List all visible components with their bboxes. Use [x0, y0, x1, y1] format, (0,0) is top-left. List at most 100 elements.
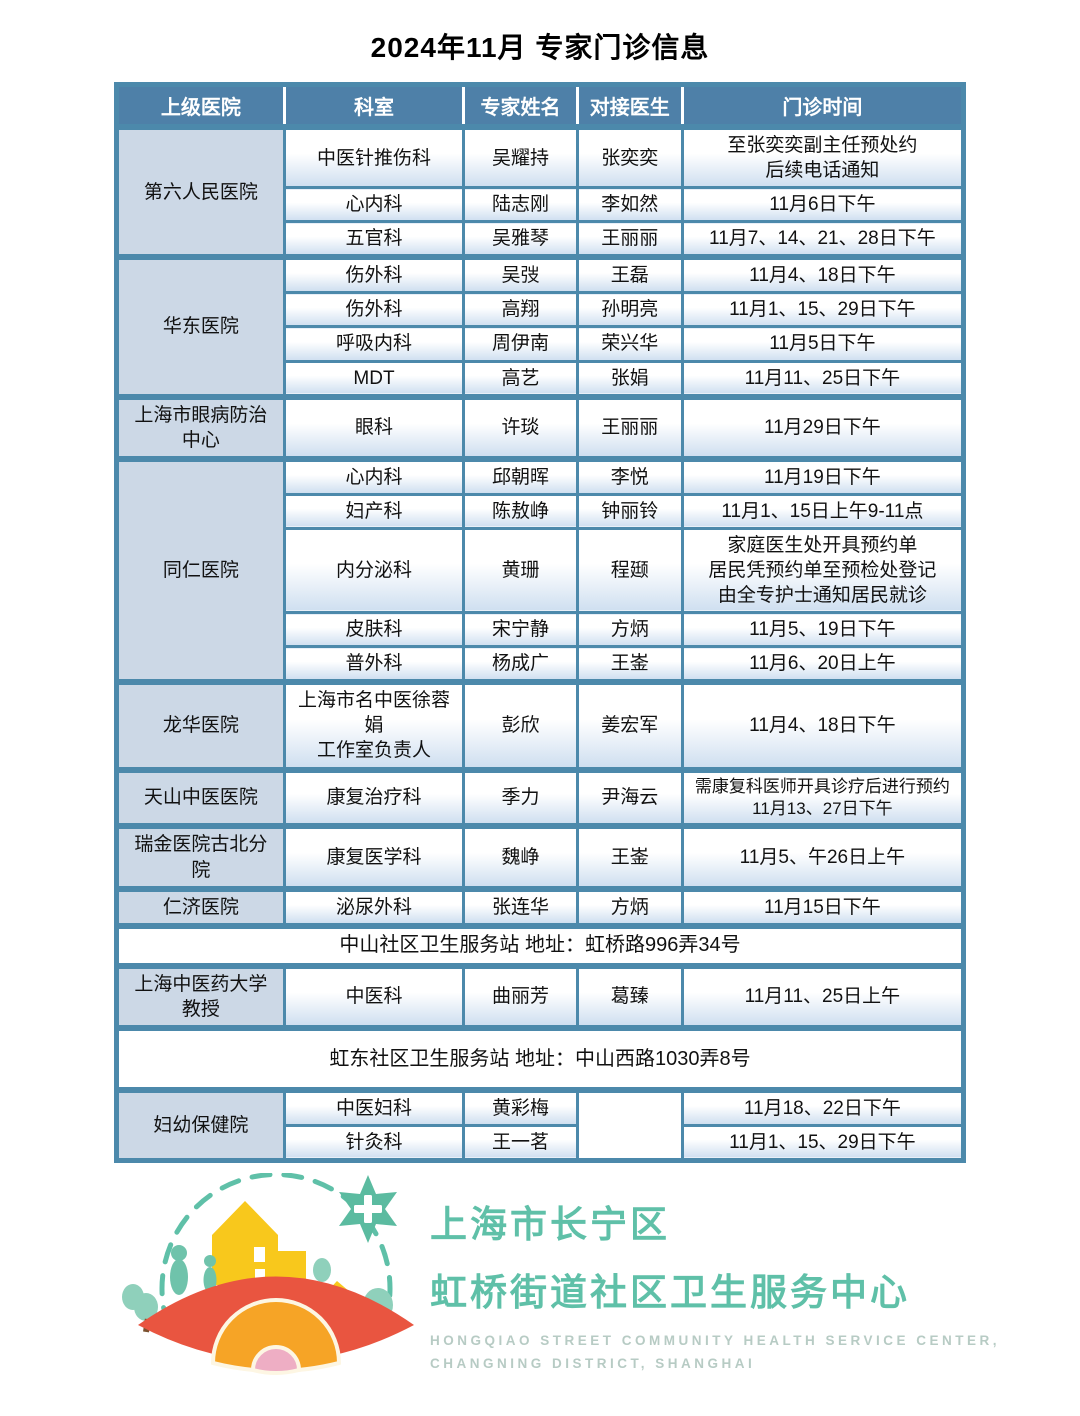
table-row: 五官科 吴雅琴 王丽丽 11月7、14、21、28日下午 — [117, 220, 966, 259]
table-cell: 11月11、25日上午 — [680, 962, 966, 1030]
table-cell: 李悦 — [575, 455, 684, 496]
person-icon — [204, 1254, 216, 1267]
table-cell: 中山社区卫生服务站 地址：虹桥路996弄34号 — [115, 922, 965, 968]
table-cell: 黄珊 — [462, 526, 579, 615]
table-row: 上海市眼病防治 中心 眼科 许琰 王丽丽 11月29日下午 — [115, 393, 966, 461]
table-cell: 伤外科 — [282, 254, 466, 295]
table-cell: 王崟 — [575, 645, 684, 684]
table-cell: 中医科 — [282, 962, 466, 1030]
table-cell: 王崟 — [575, 823, 684, 891]
footer-logo-section: 上海市长宁区 虹桥街道社区卫生服务中心 HONGQIAO STREET COMM… — [116, 1172, 1080, 1416]
table-cell: 姜宏军 — [575, 679, 684, 772]
table-cell: 需康复科医师开具诊疗后进行预约 11月13、27日下午 — [680, 766, 966, 828]
table-cell: 普外科 — [282, 645, 466, 684]
table-cell — [575, 1086, 684, 1162]
table-cell: 王磊 — [575, 254, 684, 295]
house-icon — [212, 1200, 278, 1285]
table-cell: 季力 — [462, 766, 579, 828]
table-cell: 张连华 — [462, 885, 579, 928]
table-cell: 陆志刚 — [462, 186, 579, 224]
window-icon — [254, 1246, 265, 1262]
table-cell: 高艺 — [462, 359, 579, 399]
table-cell: 11月6日下午 — [680, 186, 966, 224]
org-name-english: HONGQIAO STREET COMMUNITY HEALTH SERVICE… — [430, 1330, 1000, 1376]
table-cell: 五官科 — [282, 220, 466, 259]
table-cell: 康复治疗科 — [282, 766, 466, 828]
table-row: 皮肤科 宋宁静 方炳 11月5、19日下午 — [117, 611, 966, 649]
table-cell: 11月29日下午 — [680, 393, 966, 461]
table-cell: 眼科 — [282, 393, 466, 461]
table-cell: 张娟 — [575, 359, 684, 399]
column-header: 专家姓名 — [462, 84, 578, 129]
table-cell: 吴雅琴 — [462, 220, 579, 259]
table-cell: 同仁医院 — [115, 455, 286, 684]
table-cell: 虹东社区卫生服务站 地址：中山西路1030弄8号 — [115, 1024, 965, 1092]
table-cell: 11月1、15、29日下午 — [680, 1123, 966, 1162]
header-row: 上级医院 科室 专家姓名 对接医生 门诊时间 — [116, 84, 964, 129]
window-icon — [255, 1268, 265, 1281]
column-header: 对接医生 — [575, 84, 683, 129]
table-cell: 心内科 — [282, 455, 466, 496]
table-cell: 杨成广 — [462, 645, 579, 684]
table-cell: 曲丽芳 — [462, 962, 579, 1030]
table-cell: 方炳 — [575, 611, 684, 649]
table-cell: 陈敖峥 — [462, 492, 579, 530]
column-header: 门诊时间 — [680, 84, 964, 129]
table-cell: 中医针推伤科 — [282, 124, 466, 190]
org-name-line1: 上海市长宁区 — [430, 1204, 670, 1246]
table-row: 瑞金医院古北分院 康复医学科 魏峥 王崟 11月5、午26日上午 — [115, 823, 966, 891]
table-cell: 上海中医药大学 教授 — [115, 962, 286, 1030]
table-head: 上级医院 科室 专家姓名 对接医生 门诊时间 — [116, 84, 964, 129]
table-cell: MDT — [282, 359, 466, 399]
table-cell: 吴耀持 — [462, 124, 579, 190]
table-cell: 宋宁静 — [462, 611, 579, 649]
org-name-english-line1: HONGQIAO STREET COMMUNITY HEALTH SERVICE… — [430, 1333, 1001, 1349]
table-cell: 妇产科 — [282, 492, 466, 530]
table-cell: 泌尿外科 — [282, 885, 466, 928]
table-cell: 程颋 — [575, 526, 684, 615]
table-cell: 皮肤科 — [282, 611, 466, 649]
table-cell: 葛臻 — [575, 962, 684, 1030]
org-name-english-line2: CHANGNING DISTRICT, SHANGHAI — [430, 1355, 756, 1371]
table-row: 第六人民医院 中医针推伤科 吴耀持 张奕奕 至张奕奕副主任预处约 后续电话通知 — [115, 123, 966, 259]
table-cell: 王丽丽 — [575, 393, 684, 461]
table-row: MDT 高艺 张娟 11月11、25日下午 — [117, 359, 966, 399]
table-row: 内分泌科 黄珊 程颋 家庭医生处开具预约单 居民凭预约单至预检处登记 由全专护士通知居民就… — [117, 526, 966, 615]
tree-icon — [134, 1292, 158, 1321]
page-title: 2024年11月 专家门诊信息 — [370, 32, 710, 63]
table-cell: 邱朝晖 — [462, 455, 579, 496]
table-cell: 第六人民医院 — [115, 123, 286, 259]
table-body: 第六人民医院 中医针推伤科 吴耀持 张奕奕 至张奕奕副主任预处约 后续电话通知 心内科 陆志刚… — [115, 123, 966, 1162]
table-row: 普外科 杨成广 王崟 11月6、20日上午 — [117, 645, 966, 684]
org-logo — [122, 1172, 414, 1375]
org-name-line2: 虹桥街道社区卫生服务中心 — [430, 1272, 910, 1314]
table-cell: 高翔 — [462, 291, 579, 329]
person-icon — [170, 1258, 188, 1295]
table-row: 上海中医药大学 教授 中医科 曲丽芳 葛臻 11月11、25日上午 — [115, 962, 966, 1030]
table-row: 呼吸内科 周伊南 荣兴华 11月5日下午 — [117, 325, 966, 363]
table-cell: 11月6、20日上午 — [680, 645, 966, 684]
table-cell: 方炳 — [575, 885, 684, 928]
table-cell: 11月15日下午 — [680, 885, 966, 928]
table-cell: 中医妇科 — [282, 1086, 466, 1127]
table-cell: 家庭医生处开具预约单 居民凭预约单至预检处登记 由全专护士通知居民就诊 — [680, 526, 966, 615]
table-row: 心内科 陆志刚 李如然 11月6日下午 — [117, 186, 966, 224]
org-name-block: 上海市长宁区 虹桥街道社区卫生服务中心 HONGQIAO STREET COMM… — [430, 1194, 1000, 1402]
table-cell: 11月1、15日上午9-11点 — [680, 492, 966, 530]
table-cell: 呼吸内科 — [282, 325, 466, 363]
schedule-table: 上级医院 科室 专家姓名 对接医生 门诊时间 第六人民医院 中医针推伤科 吴耀持 张奕奕 至张奕… — [114, 82, 966, 1163]
table-cell: 荣兴华 — [575, 325, 684, 363]
table-cell: 11月11、25日下午 — [680, 359, 966, 399]
table-cell: 吴弢 — [462, 254, 579, 295]
table-cell: 仁济医院 — [115, 885, 286, 928]
table-cell: 11月19日下午 — [680, 455, 966, 496]
table-cell: 黄彩梅 — [462, 1086, 579, 1127]
table-cell: 11月4、18日下午 — [680, 679, 966, 772]
table-cell: 11月5日下午 — [680, 325, 966, 363]
table-cell: 11月5、午26日上午 — [680, 823, 966, 891]
table-cell: 11月4、18日下午 — [680, 254, 966, 295]
table-cell: 心内科 — [282, 186, 466, 224]
table-cell: 魏峥 — [462, 823, 579, 891]
table-cell: 张奕奕 — [575, 124, 684, 190]
